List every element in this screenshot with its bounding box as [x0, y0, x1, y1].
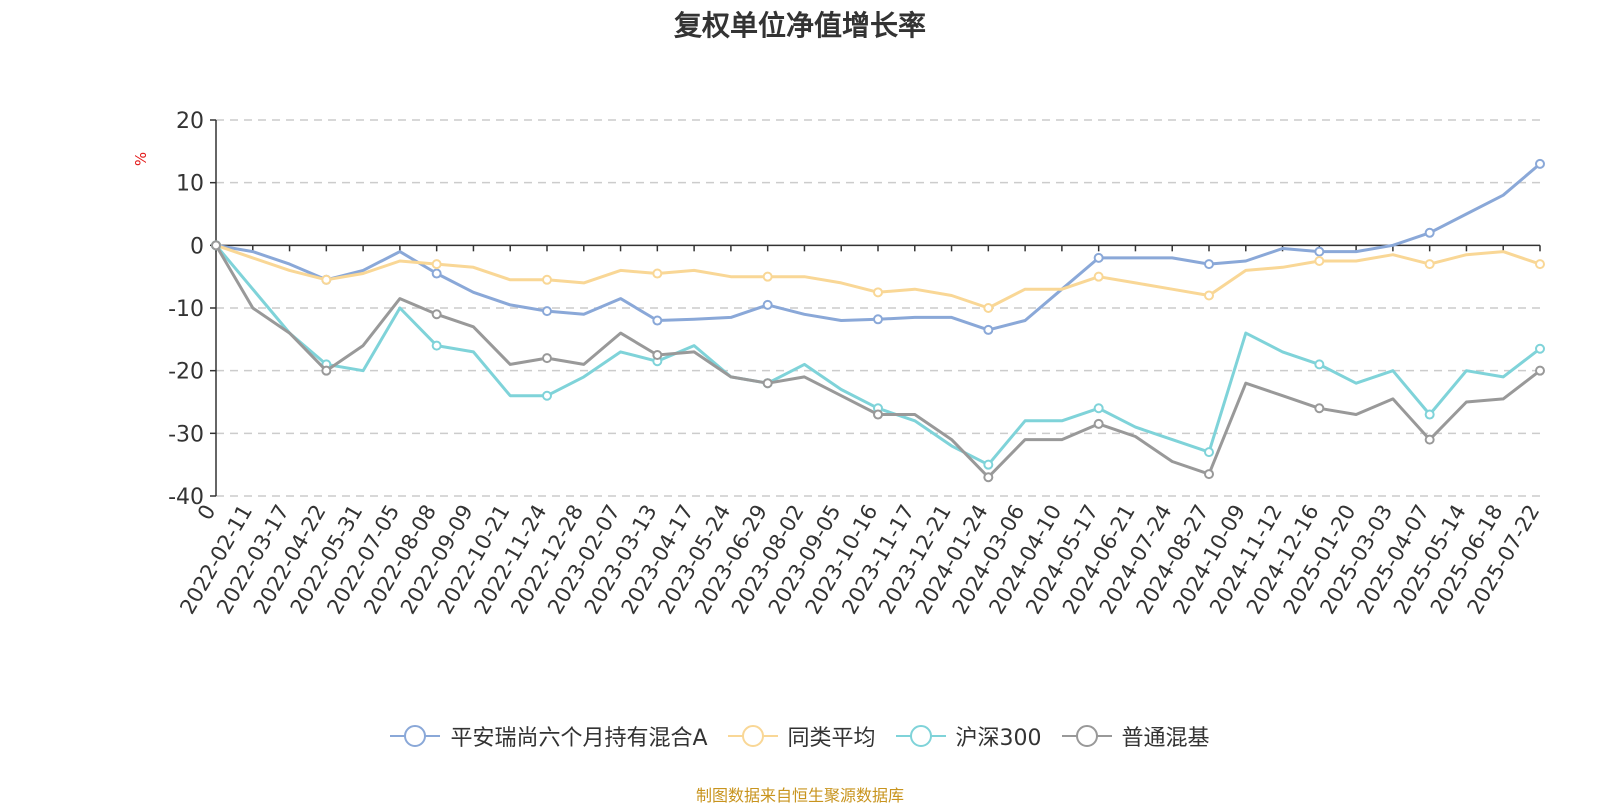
data-point — [1204, 290, 1214, 301]
data-point — [1314, 403, 1325, 414]
data-point — [1535, 259, 1545, 270]
series-lines — [211, 158, 1545, 483]
data-point — [1424, 259, 1435, 270]
data-point — [431, 259, 442, 270]
data-point — [1093, 252, 1104, 263]
grid-lines — [216, 119, 1540, 497]
data-point — [873, 314, 883, 325]
data-point — [1093, 403, 1104, 414]
x-tick-label: 0 — [193, 501, 220, 525]
data-point — [983, 324, 994, 335]
series-line-2 — [214, 244, 1541, 467]
y-tick-label: -40 — [168, 485, 204, 510]
y-tick-label: 10 — [176, 172, 204, 197]
y-tick-label: 20 — [176, 109, 204, 134]
legend-label: 平安瑞尚六个月持有混合A — [450, 726, 708, 751]
data-point — [1093, 418, 1104, 429]
data-point — [762, 299, 773, 310]
source-note: 制图数据来自恒生聚源数据库 — [695, 786, 904, 805]
data-point — [321, 365, 332, 376]
legend-label: 同类平均 — [787, 726, 876, 751]
data-point — [211, 240, 221, 251]
data-point — [1535, 343, 1545, 354]
data-point — [1314, 246, 1325, 257]
data-point — [1535, 158, 1545, 169]
legend-item[interactable]: 平安瑞尚六个月持有混合A — [390, 720, 708, 752]
data-point — [1314, 256, 1325, 266]
data-point — [652, 315, 663, 326]
data-point — [1204, 447, 1214, 458]
legend-marker-icon — [1061, 725, 1112, 747]
data-point — [542, 390, 552, 401]
legend-label: 沪深300 — [955, 726, 1042, 751]
legend: 平安瑞尚六个月持有混合A 同类平均 沪深300 普通混基 — [0, 720, 1600, 752]
data-point — [431, 268, 442, 279]
legend-marker-icon — [727, 725, 778, 747]
data-point — [542, 306, 552, 317]
chart-canvas: 20 10 0 -10 -20 -30 -40 02022-02-112022-03-172… — [168, 109, 1545, 618]
data-point — [431, 340, 442, 351]
data-point — [1424, 434, 1435, 445]
data-point — [321, 274, 332, 285]
data-point — [873, 409, 883, 420]
legend-marker-icon — [390, 725, 441, 747]
data-point — [431, 309, 442, 320]
data-point — [1424, 409, 1435, 420]
data-point — [762, 378, 773, 389]
data-point — [983, 459, 994, 470]
y-tick-label: -10 — [168, 297, 204, 322]
y-tick-label: 0 — [190, 234, 204, 259]
data-point — [762, 271, 773, 282]
data-point — [542, 274, 552, 285]
y-axis: 20 10 0 -10 -20 -30 -40 — [168, 109, 217, 510]
data-point — [1204, 259, 1214, 270]
data-point — [1093, 271, 1104, 282]
data-point — [1535, 365, 1545, 376]
series-line-3 — [214, 244, 1541, 479]
series-line-1 — [215, 243, 1541, 310]
data-point — [652, 350, 663, 360]
data-point — [652, 268, 663, 279]
chart-title: 复权单位净值增长率 — [673, 9, 926, 42]
legend-item[interactable]: 普通混基 — [1061, 720, 1210, 752]
legend-item[interactable]: 同类平均 — [727, 720, 876, 752]
y-tick-label: -30 — [168, 422, 204, 447]
y-tick-label: -20 — [168, 360, 204, 385]
data-point — [983, 303, 994, 313]
data-point — [1314, 359, 1325, 370]
data-point — [542, 353, 552, 364]
data-point — [873, 287, 883, 298]
legend-marker-icon — [895, 725, 946, 747]
legend-item[interactable]: 沪深300 — [895, 720, 1042, 752]
legend-label: 普通混基 — [1121, 726, 1210, 751]
x-axis: 02022-02-112022-03-172022-04-222022-05-3… — [175, 244, 1544, 618]
data-point — [1204, 469, 1214, 480]
data-point — [1424, 227, 1435, 238]
data-point — [983, 472, 994, 483]
